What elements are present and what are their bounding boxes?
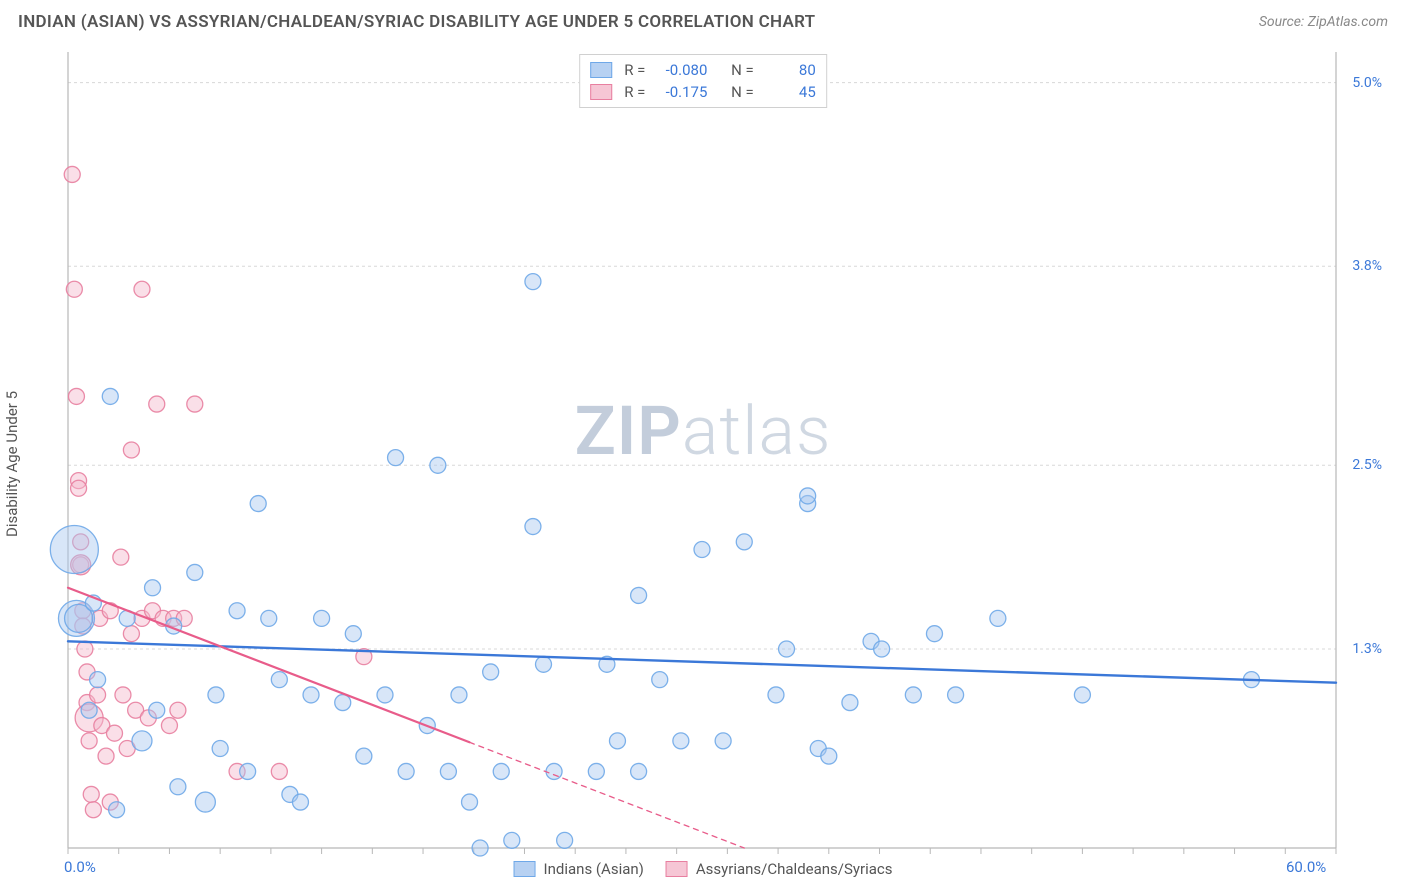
series-name-0: Indians (Asian)	[544, 860, 644, 878]
n-label: N =	[731, 81, 754, 103]
y-tick-label: 3.8%	[1352, 258, 1382, 274]
y-tick-label: 1.3%	[1352, 641, 1382, 657]
swatch-series-1	[666, 861, 688, 877]
legend-series: Indians (Asian) Assyrians/Chaldeans/Syri…	[514, 860, 893, 878]
legend-item-1: Assyrians/Chaldeans/Syriacs	[666, 860, 893, 878]
legend-item-0: Indians (Asian)	[514, 860, 644, 878]
x-tick-label: 60.0%	[1286, 858, 1326, 876]
series-name-1: Assyrians/Chaldeans/Syriacs	[696, 860, 893, 878]
swatch-series-1	[590, 84, 612, 100]
source-label: Source: ZipAtlas.com	[1259, 14, 1388, 30]
chart-title: INDIAN (ASIAN) VS ASSYRIAN/CHALDEAN/SYRI…	[18, 12, 815, 32]
chart-container: Disability Age Under 5 ZIPatlas R = -0.0…	[18, 46, 1388, 882]
n-value-1: 45	[764, 81, 816, 103]
legend-row-1: R = -0.175 N = 45	[590, 81, 816, 103]
y-tick-label: 5.0%	[1352, 75, 1382, 91]
swatch-series-0	[514, 861, 536, 877]
header: INDIAN (ASIAN) VS ASSYRIAN/CHALDEAN/SYRI…	[0, 0, 1406, 38]
x-tick-label: 0.0%	[64, 858, 96, 876]
swatch-series-0	[590, 62, 612, 78]
r-value-1: -0.175	[655, 81, 707, 103]
y-axis-label: Disability Age Under 5	[3, 391, 21, 537]
r-label: R =	[624, 81, 645, 103]
n-value-0: 80	[764, 59, 816, 81]
legend-correlation: R = -0.080 N = 80 R = -0.175 N = 45	[579, 54, 827, 108]
n-label: N =	[731, 59, 754, 81]
scatter-chart	[18, 46, 1388, 882]
r-value-0: -0.080	[655, 59, 707, 81]
r-label: R =	[624, 59, 645, 81]
y-tick-label: 2.5%	[1352, 457, 1382, 473]
legend-row-0: R = -0.080 N = 80	[590, 59, 816, 81]
